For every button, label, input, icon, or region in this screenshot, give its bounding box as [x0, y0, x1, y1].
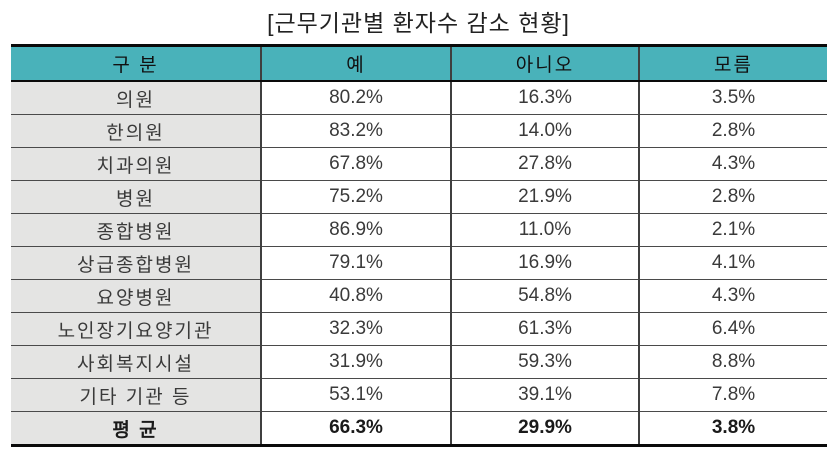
table-row: 의원 80.2% 16.3% 3.5%: [11, 81, 827, 115]
unknown-value-cell: 2.8%: [638, 180, 827, 214]
no-value-cell: 16.3%: [450, 81, 639, 115]
row-label-cell: 한의원: [11, 114, 261, 148]
table-row: 평 균 66.3% 29.9% 3.8%: [11, 411, 827, 446]
patient-decrease-table: 구 분 예 아니오 모름 의원 80.2% 16.3% 3.5% 한의원 83.…: [11, 44, 827, 447]
row-label-cell: 노인장기요양기관: [11, 312, 261, 346]
yes-value-cell: 80.2%: [260, 81, 451, 115]
no-value-cell: 61.3%: [450, 312, 639, 346]
header-cell-no: 아니오: [450, 45, 639, 82]
yes-value-cell: 83.2%: [260, 114, 451, 148]
table-row: 한의원 83.2% 14.0% 2.8%: [11, 114, 827, 148]
yes-value-cell: 31.9%: [260, 345, 451, 379]
row-label-cell: 기타 기관 등: [11, 378, 261, 412]
table-row: 병원 75.2% 21.9% 2.8%: [11, 180, 827, 214]
yes-value-cell: 53.1%: [260, 378, 451, 412]
row-label-cell: 상급종합병원: [11, 246, 261, 280]
unknown-value-cell: 3.5%: [638, 81, 827, 115]
no-value-cell: 16.9%: [450, 246, 639, 280]
header-cell-yes: 예: [260, 45, 451, 82]
page-title: [근무기관별 환자수 감소 현황]: [267, 10, 570, 36]
no-value-cell: 29.9%: [450, 411, 639, 446]
yes-value-cell: 75.2%: [260, 180, 451, 214]
unknown-value-cell: 7.8%: [638, 378, 827, 412]
row-label-cell: 사회복지시설: [11, 345, 261, 379]
no-value-cell: 11.0%: [450, 213, 639, 247]
no-value-cell: 27.8%: [450, 147, 639, 181]
unknown-value-cell: 3.8%: [638, 411, 827, 446]
table-row: 치과의원 67.8% 27.8% 4.3%: [11, 147, 827, 181]
table-header-row: 구 분 예 아니오 모름: [11, 45, 827, 82]
unknown-value-cell: 4.3%: [638, 279, 827, 313]
table-row: 요양병원 40.8% 54.8% 4.3%: [11, 279, 827, 313]
yes-value-cell: 66.3%: [260, 411, 451, 446]
table-row: 노인장기요양기관 32.3% 61.3% 6.4%: [11, 312, 827, 346]
header-cell-unknown: 모름: [638, 45, 827, 82]
yes-value-cell: 79.1%: [260, 246, 451, 280]
no-value-cell: 21.9%: [450, 180, 639, 214]
unknown-value-cell: 6.4%: [638, 312, 827, 346]
unknown-value-cell: 2.1%: [638, 213, 827, 247]
unknown-value-cell: 4.3%: [638, 147, 827, 181]
table-row: 상급종합병원 79.1% 16.9% 4.1%: [11, 246, 827, 280]
table-row: 종합병원 86.9% 11.0% 2.1%: [11, 213, 827, 247]
unknown-value-cell: 8.8%: [638, 345, 827, 379]
no-value-cell: 39.1%: [450, 378, 639, 412]
unknown-value-cell: 4.1%: [638, 246, 827, 280]
no-value-cell: 59.3%: [450, 345, 639, 379]
no-value-cell: 14.0%: [450, 114, 639, 148]
yes-value-cell: 32.3%: [260, 312, 451, 346]
unknown-value-cell: 2.8%: [638, 114, 827, 148]
row-label-cell: 의원: [11, 81, 261, 115]
row-label-cell: 종합병원: [11, 213, 261, 247]
yes-value-cell: 67.8%: [260, 147, 451, 181]
table-body: 의원 80.2% 16.3% 3.5% 한의원 83.2% 14.0% 2.8%…: [11, 81, 827, 446]
row-label-cell: 평 균: [11, 411, 261, 446]
header-cell-category: 구 분: [11, 45, 261, 82]
no-value-cell: 54.8%: [450, 279, 639, 313]
yes-value-cell: 86.9%: [260, 213, 451, 247]
row-label-cell: 병원: [11, 180, 261, 214]
table-row: 사회복지시설 31.9% 59.3% 8.8%: [11, 345, 827, 379]
row-label-cell: 요양병원: [11, 279, 261, 313]
row-label-cell: 치과의원: [11, 147, 261, 181]
table-row: 기타 기관 등 53.1% 39.1% 7.8%: [11, 378, 827, 412]
yes-value-cell: 40.8%: [260, 279, 451, 313]
